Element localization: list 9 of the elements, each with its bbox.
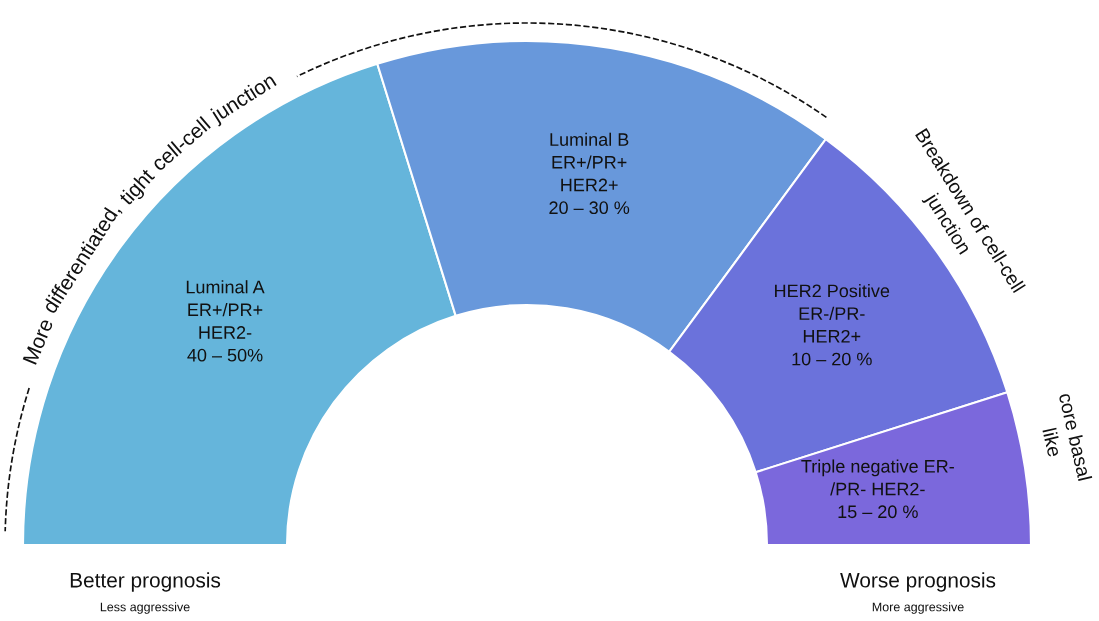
slice-label: Luminal A ER+/PR+ HER2- 40 – 50% [186,280,265,362]
slice-label: HER2 Positive ER-/PR- HER2+ 10 – 20 % [775,284,890,366]
text: core basal like [1042,392,1093,481]
slice-label: Luminal B ER+/PR+ HER2+ 20 – 30 % [549,132,630,215]
slice-label: Triple negative ER- /PR- HER2- 15 – 20 % [801,459,954,519]
text: More aggressive [872,602,964,614]
text: Less aggressive [100,602,190,614]
text: Worse prognosis [840,572,996,592]
text: Better prognosis [70,572,221,592]
